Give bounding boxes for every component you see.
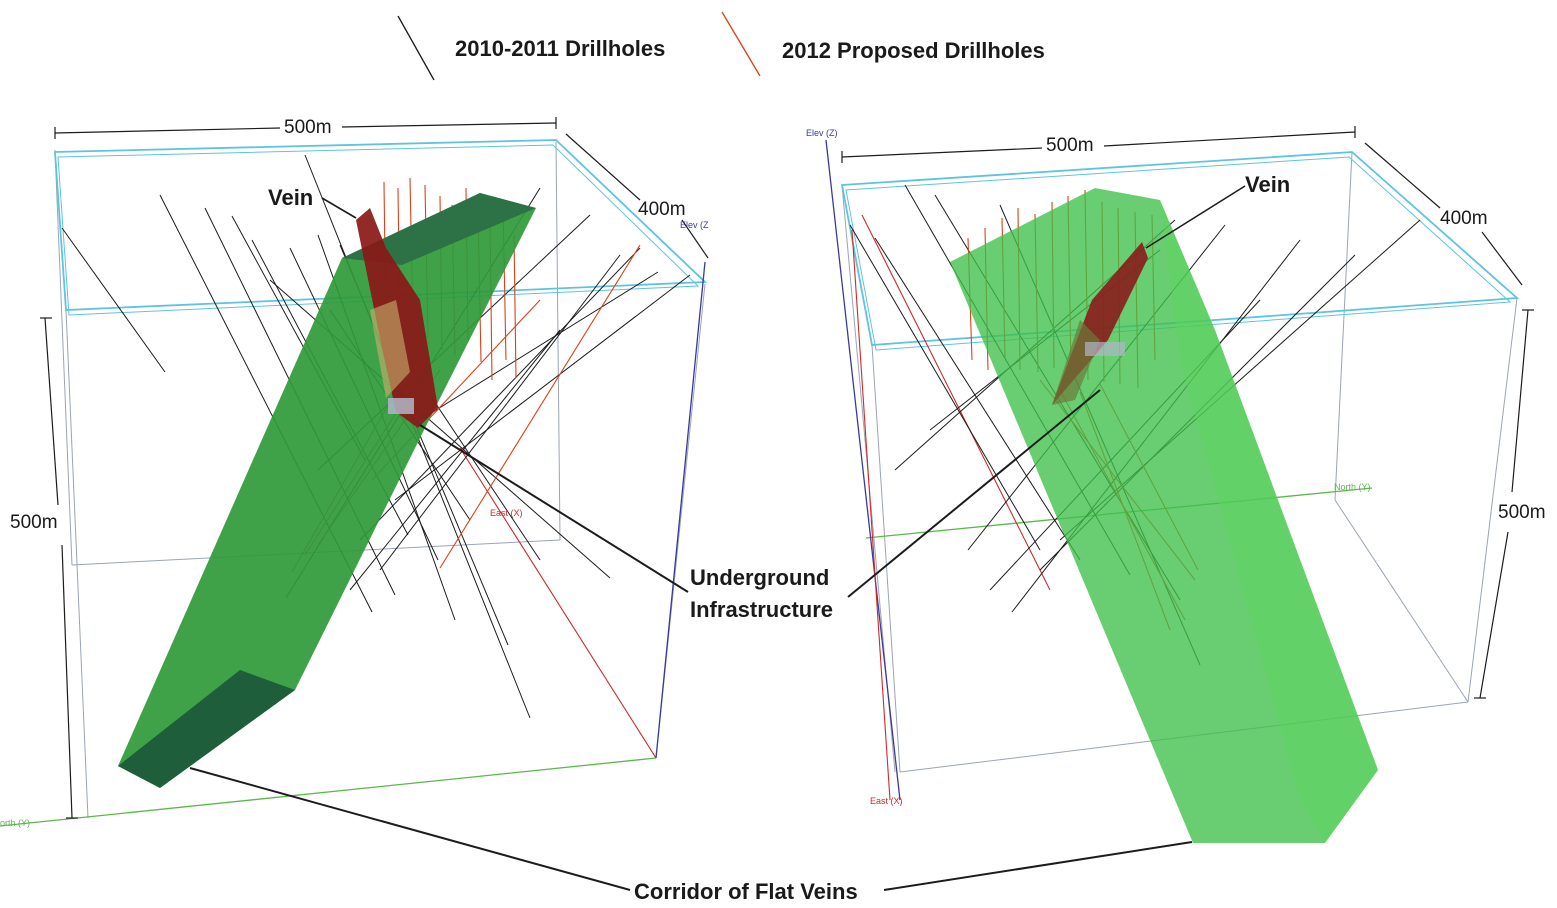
left-box-frame (54, 141, 706, 819)
infrastructure-label-line1: Underground (690, 565, 829, 590)
right-infrastructure (1085, 342, 1125, 356)
left-elev-axis (655, 261, 706, 759)
left-dim-height (40, 317, 78, 819)
right-dim-height (1474, 309, 1534, 699)
legend-existing-swatch (397, 15, 435, 81)
right-vein (1052, 242, 1148, 405)
left-top-face (54, 139, 708, 316)
left-axis-east: East (X) (490, 508, 523, 518)
left-axis-elev: Elev (Z (680, 220, 709, 230)
left-dim-height-label: 500m (10, 512, 58, 533)
right-axis-elev: Elev (Z) (806, 128, 838, 138)
legend: 2010-2011 Drillholes 2012 Proposed Drill… (397, 11, 1045, 81)
left-corridor (118, 193, 536, 788)
right-corridor (950, 188, 1378, 843)
right-vein-leader (1145, 185, 1246, 249)
left-axis-north: orth (Y) (0, 818, 30, 828)
left-dim-depth-label: 400m (638, 199, 686, 220)
left-dim-top (54, 117, 557, 139)
left-dim-top-label: 500m (284, 117, 332, 138)
right-top-face (840, 151, 1520, 351)
legend-proposed-swatch (721, 11, 761, 77)
infrastructure-label-line2: Infrastructure (690, 597, 833, 622)
infrastructure-leader-left (419, 424, 689, 593)
infrastructure-leader-right (847, 389, 1101, 598)
right-vein-label: Vein (1245, 172, 1290, 197)
right-dim-top (841, 126, 1356, 163)
right-dim-depth-label: 400m (1440, 208, 1488, 229)
left-north-axis (0, 757, 657, 827)
right-elev-axis (825, 139, 901, 801)
left-view: 500m 400m 500m Vein Elev (Z East (X) ort… (0, 117, 709, 828)
left-dim-depth (565, 133, 709, 259)
legend-existing-label: 2010-2011 Drillholes (455, 36, 665, 61)
right-dim-top-label: 500m (1046, 135, 1094, 156)
left-vein (356, 208, 438, 428)
left-vein-label: Vein (268, 185, 313, 210)
left-vein-leader (321, 197, 357, 219)
callouts: Underground Infrastructure Corridor of F… (189, 389, 1193, 904)
corridor-label: Corridor of Flat Veins (634, 879, 858, 904)
right-view: 500m 400m 500m Vein Elev (Z) East (X) No… (806, 126, 1546, 843)
legend-proposed-label: 2012 Proposed Drillholes (782, 38, 1045, 63)
right-east-axis (861, 214, 1051, 591)
right-axis-east: East (X) (870, 796, 903, 806)
left-infrastructure (388, 398, 414, 414)
right-dim-depth (1364, 142, 1523, 286)
corridor-leader-left (189, 767, 631, 891)
corridor-leader-right (883, 841, 1193, 891)
left-east-axis (459, 447, 657, 759)
right-red-hole (851, 229, 891, 801)
right-dim-height-label: 500m (1498, 502, 1546, 523)
right-axis-north: North (Y) (1334, 482, 1371, 492)
